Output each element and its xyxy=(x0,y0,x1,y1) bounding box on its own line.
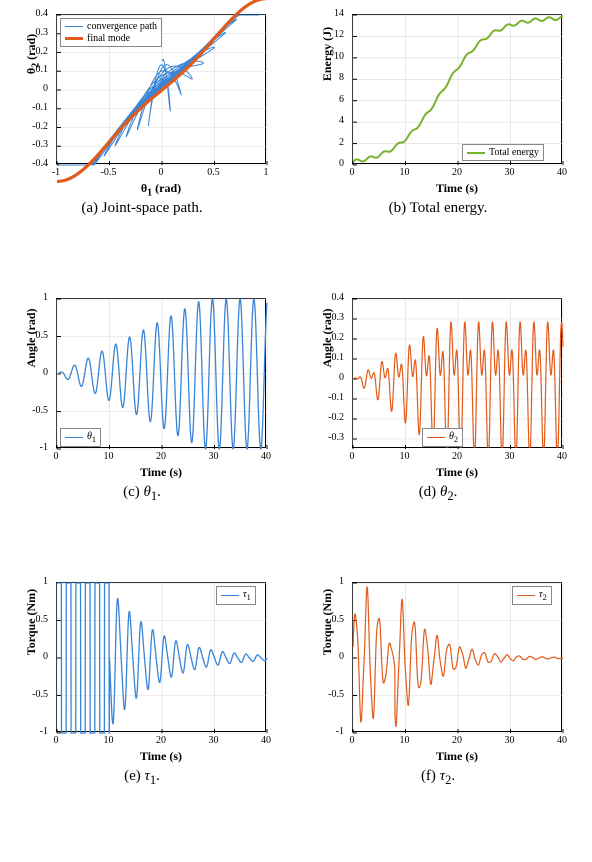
xlabel: Time (s) xyxy=(352,749,562,764)
xtick-label: 10 xyxy=(390,735,420,746)
caption: (a) Joint-space path. xyxy=(12,200,272,217)
legend-label: final mode xyxy=(87,33,130,44)
legend: τ2 xyxy=(512,586,552,605)
legend-label: τ2 xyxy=(539,589,547,602)
xtick-label: 10 xyxy=(94,735,124,746)
xtick-label: 0.5 xyxy=(199,167,229,178)
ylabel: Energy (J) xyxy=(320,0,335,129)
legend-label: convergence path xyxy=(87,21,157,32)
xtick-label: 40 xyxy=(547,735,577,746)
xtick-label: 30 xyxy=(199,735,229,746)
xtick-label: 30 xyxy=(495,167,525,178)
ytick-label: 0 xyxy=(318,158,348,169)
legend: Total energy xyxy=(462,144,544,161)
xtick-label: 40 xyxy=(251,451,281,462)
caption: (c) θ1. xyxy=(12,484,272,504)
xlabel: Time (s) xyxy=(56,465,266,480)
legend: θ1 xyxy=(60,428,101,447)
xtick-label: 30 xyxy=(199,451,229,462)
ytick-label: -0.2 xyxy=(318,412,348,423)
panel-b: 01020304002468101214Time (s)Energy (J)To… xyxy=(308,6,568,256)
xtick-label: 10 xyxy=(390,167,420,178)
ylabel: Torque (Nm) xyxy=(24,547,39,697)
xtick-label: 20 xyxy=(442,167,472,178)
panel-a: -1-0.500.51-0.4-0.3-0.2-0.100.10.20.30.4… xyxy=(12,6,272,256)
xtick-label: 30 xyxy=(495,735,525,746)
xlabel: Time (s) xyxy=(352,181,562,196)
ytick-label: -0.3 xyxy=(22,139,52,150)
ytick-label: -0.3 xyxy=(318,432,348,443)
ytick-label: -1 xyxy=(318,726,348,737)
ytick-label: -1 xyxy=(22,726,52,737)
xtick-label: 20 xyxy=(442,735,472,746)
plot-area xyxy=(352,298,562,448)
ylabel: Angle (rad) xyxy=(24,263,39,413)
legend-label: θ2 xyxy=(449,431,458,444)
xtick-label: 20 xyxy=(146,735,176,746)
ylabel: Angle (rad) xyxy=(320,263,335,413)
plot-area xyxy=(352,14,562,164)
xtick-label: -0.5 xyxy=(94,167,124,178)
xtick-label: 10 xyxy=(390,451,420,462)
xtick-label: 0 xyxy=(337,451,367,462)
caption: (d) θ2. xyxy=(308,484,568,504)
plot-area xyxy=(56,298,266,448)
legend: τ1 xyxy=(216,586,256,605)
xlabel: θ1 (rad) xyxy=(56,181,266,198)
xtick-label: 40 xyxy=(251,735,281,746)
figure: -1-0.500.51-0.4-0.3-0.2-0.100.10.20.30.4… xyxy=(0,0,592,862)
caption: (b) Total energy. xyxy=(308,200,568,217)
xtick-label: 30 xyxy=(495,451,525,462)
ytick-label: -1 xyxy=(22,442,52,453)
xlabel: Time (s) xyxy=(56,749,266,764)
legend-label: θ1 xyxy=(87,431,96,444)
xtick-label: 20 xyxy=(442,451,472,462)
ylabel: θ2 (rad) xyxy=(24,0,41,129)
ytick-label: 2 xyxy=(318,137,348,148)
caption: (e) τ1. xyxy=(12,768,272,788)
ytick-label: -0.4 xyxy=(22,158,52,169)
panel-d: 010203040-0.3-0.2-0.100.10.20.30.4Time (… xyxy=(308,290,568,540)
xtick-label: 10 xyxy=(94,451,124,462)
panel-c: 010203040-1-0.500.51Time (s)Angle (rad)θ… xyxy=(12,290,272,540)
xtick-label: 20 xyxy=(146,451,176,462)
xtick-label: 0 xyxy=(146,167,176,178)
panel-e: 010203040-1-0.500.51Time (s)Torque (Nm)τ… xyxy=(12,574,272,824)
xtick-label: 40 xyxy=(547,167,577,178)
legend-label: Total energy xyxy=(489,147,539,158)
xtick-label: 1 xyxy=(251,167,281,178)
xlabel: Time (s) xyxy=(352,465,562,480)
ylabel: Torque (Nm) xyxy=(320,547,335,697)
caption: (f) τ2. xyxy=(308,768,568,788)
legend-label: τ1 xyxy=(243,589,251,602)
legend: convergence pathfinal mode xyxy=(60,18,162,47)
legend: θ2 xyxy=(422,428,463,447)
panel-f: 010203040-1-0.500.51Time (s)Torque (Nm)τ… xyxy=(308,574,568,824)
xtick-label: 40 xyxy=(547,451,577,462)
